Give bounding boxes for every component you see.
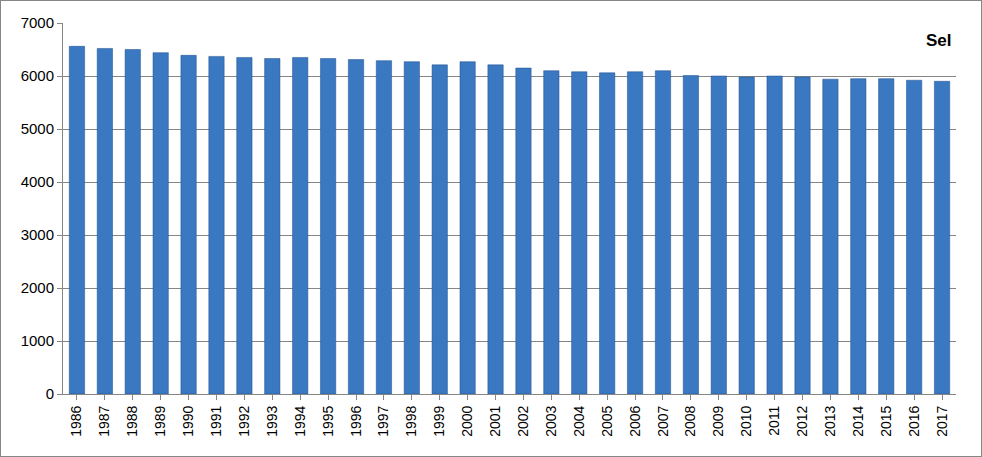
svg-text:4000: 4000 [21, 173, 54, 190]
svg-text:3000: 3000 [21, 226, 54, 243]
svg-text:2012: 2012 [794, 405, 810, 436]
svg-text:2014: 2014 [850, 405, 866, 436]
svg-text:2007: 2007 [655, 405, 671, 436]
svg-text:Sel: Sel [926, 31, 952, 50]
svg-text:1987: 1987 [96, 405, 112, 436]
svg-text:2013: 2013 [822, 405, 838, 436]
svg-text:0: 0 [46, 385, 54, 402]
svg-text:1986: 1986 [69, 405, 85, 436]
svg-text:2011: 2011 [766, 405, 782, 435]
svg-text:1999: 1999 [431, 405, 447, 436]
svg-text:7000: 7000 [21, 14, 54, 31]
svg-text:2006: 2006 [627, 405, 643, 436]
svg-text:1998: 1998 [403, 405, 419, 436]
svg-text:1995: 1995 [320, 405, 336, 436]
svg-text:2004: 2004 [571, 405, 587, 436]
svg-text:1000: 1000 [21, 332, 54, 349]
svg-text:2000: 2000 [459, 405, 475, 436]
svg-text:6000: 6000 [21, 67, 54, 84]
svg-text:1997: 1997 [375, 405, 391, 436]
svg-text:1991: 1991 [208, 405, 224, 436]
svg-text:2010: 2010 [738, 405, 754, 436]
svg-text:2002: 2002 [515, 405, 531, 436]
svg-text:2000: 2000 [21, 279, 54, 296]
svg-text:1988: 1988 [124, 405, 140, 436]
svg-text:1996: 1996 [348, 405, 364, 436]
svg-text:2009: 2009 [710, 405, 726, 436]
svg-text:1989: 1989 [152, 405, 168, 436]
svg-text:2016: 2016 [906, 405, 922, 436]
svg-text:1990: 1990 [180, 405, 196, 436]
svg-text:2015: 2015 [878, 405, 894, 436]
svg-text:2003: 2003 [543, 405, 559, 436]
svg-text:5000: 5000 [21, 120, 54, 137]
svg-text:2001: 2001 [487, 405, 503, 436]
svg-text:2008: 2008 [682, 405, 698, 436]
svg-text:2005: 2005 [599, 405, 615, 436]
svg-text:2017: 2017 [934, 405, 950, 436]
svg-text:1992: 1992 [236, 405, 252, 436]
svg-text:1993: 1993 [264, 405, 280, 436]
svg-text:1994: 1994 [292, 405, 308, 436]
